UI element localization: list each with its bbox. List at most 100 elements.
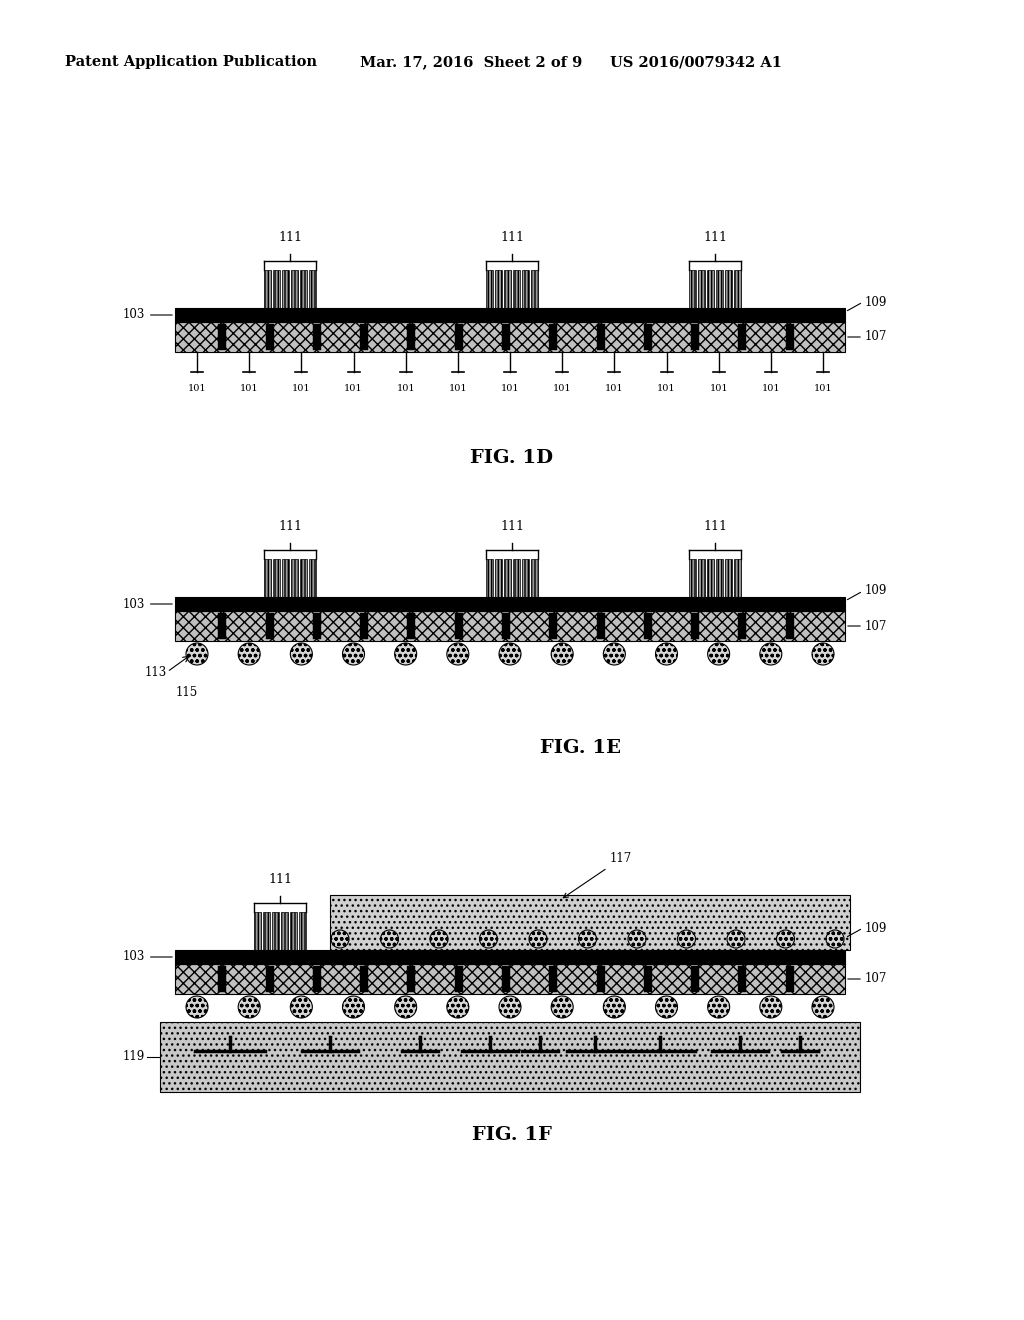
Bar: [455, 612, 463, 639]
Bar: [408, 612, 416, 639]
Bar: [691, 966, 699, 993]
Text: 101: 101: [449, 384, 467, 393]
Text: 109: 109: [865, 585, 888, 598]
Bar: [265, 612, 273, 639]
Bar: [486, 558, 493, 597]
Bar: [738, 323, 746, 350]
Circle shape: [394, 643, 417, 665]
Bar: [734, 271, 741, 308]
Bar: [281, 912, 288, 950]
Bar: [725, 558, 732, 597]
Bar: [597, 323, 604, 350]
Circle shape: [186, 643, 208, 665]
Circle shape: [239, 997, 260, 1018]
Text: Patent Application Publication: Patent Application Publication: [65, 55, 317, 69]
Bar: [175, 964, 845, 994]
Bar: [738, 612, 746, 639]
Text: 103: 103: [123, 598, 172, 610]
Bar: [502, 612, 510, 639]
Bar: [738, 966, 746, 993]
Bar: [299, 912, 306, 950]
Bar: [486, 271, 493, 308]
Bar: [502, 323, 510, 350]
Text: 101: 101: [605, 384, 624, 393]
Bar: [313, 612, 321, 639]
Bar: [522, 558, 529, 597]
Text: 101: 101: [396, 384, 415, 393]
Text: 111: 111: [703, 231, 727, 244]
Bar: [264, 271, 271, 308]
Circle shape: [186, 997, 208, 1018]
Bar: [330, 895, 850, 950]
Text: 101: 101: [292, 384, 310, 393]
Bar: [698, 271, 705, 308]
Text: 111: 111: [500, 520, 524, 533]
Text: 109: 109: [865, 296, 888, 309]
Text: 101: 101: [501, 384, 519, 393]
Circle shape: [446, 997, 469, 1018]
Text: 101: 101: [814, 384, 833, 393]
Circle shape: [529, 931, 547, 948]
Bar: [175, 611, 845, 642]
Bar: [549, 323, 557, 350]
Bar: [218, 966, 226, 993]
Bar: [313, 966, 321, 993]
Circle shape: [291, 997, 312, 1018]
Bar: [698, 558, 705, 597]
Bar: [290, 912, 297, 950]
Circle shape: [499, 643, 521, 665]
Text: 117: 117: [563, 851, 632, 898]
Circle shape: [331, 931, 349, 948]
Bar: [273, 558, 280, 597]
Bar: [282, 271, 289, 308]
Circle shape: [551, 997, 573, 1018]
Bar: [707, 271, 714, 308]
Text: 111: 111: [703, 520, 727, 533]
Bar: [273, 271, 280, 308]
Bar: [691, 612, 699, 639]
Bar: [531, 558, 538, 597]
Bar: [175, 308, 845, 322]
Bar: [455, 966, 463, 993]
Bar: [691, 323, 699, 350]
Bar: [597, 612, 604, 639]
Circle shape: [628, 931, 646, 948]
Circle shape: [708, 997, 730, 1018]
Bar: [513, 271, 520, 308]
Text: 101: 101: [762, 384, 780, 393]
Text: 101: 101: [710, 384, 728, 393]
Text: 109: 109: [865, 921, 888, 935]
Bar: [644, 323, 652, 350]
Bar: [282, 558, 289, 597]
Bar: [272, 912, 279, 950]
Circle shape: [394, 997, 417, 1018]
Text: FIG. 1F: FIG. 1F: [472, 1126, 552, 1144]
Bar: [175, 597, 845, 611]
Circle shape: [760, 643, 782, 665]
Bar: [291, 271, 298, 308]
Circle shape: [603, 997, 626, 1018]
Circle shape: [603, 643, 626, 665]
Circle shape: [655, 643, 678, 665]
Circle shape: [826, 931, 844, 948]
Bar: [313, 323, 321, 350]
Text: 113: 113: [144, 665, 167, 678]
Bar: [504, 271, 511, 308]
Text: 101: 101: [657, 384, 676, 393]
Circle shape: [776, 931, 795, 948]
Circle shape: [760, 997, 782, 1018]
Bar: [531, 271, 538, 308]
Bar: [218, 323, 226, 350]
Text: 101: 101: [240, 384, 258, 393]
Bar: [360, 612, 369, 639]
Bar: [300, 558, 307, 597]
Bar: [300, 271, 307, 308]
Bar: [549, 612, 557, 639]
Circle shape: [239, 643, 260, 665]
Text: 101: 101: [344, 384, 362, 393]
Text: FIG. 1D: FIG. 1D: [470, 449, 554, 467]
Text: 111: 111: [278, 231, 302, 244]
Circle shape: [727, 931, 745, 948]
Circle shape: [551, 643, 573, 665]
Text: 115: 115: [176, 686, 198, 700]
